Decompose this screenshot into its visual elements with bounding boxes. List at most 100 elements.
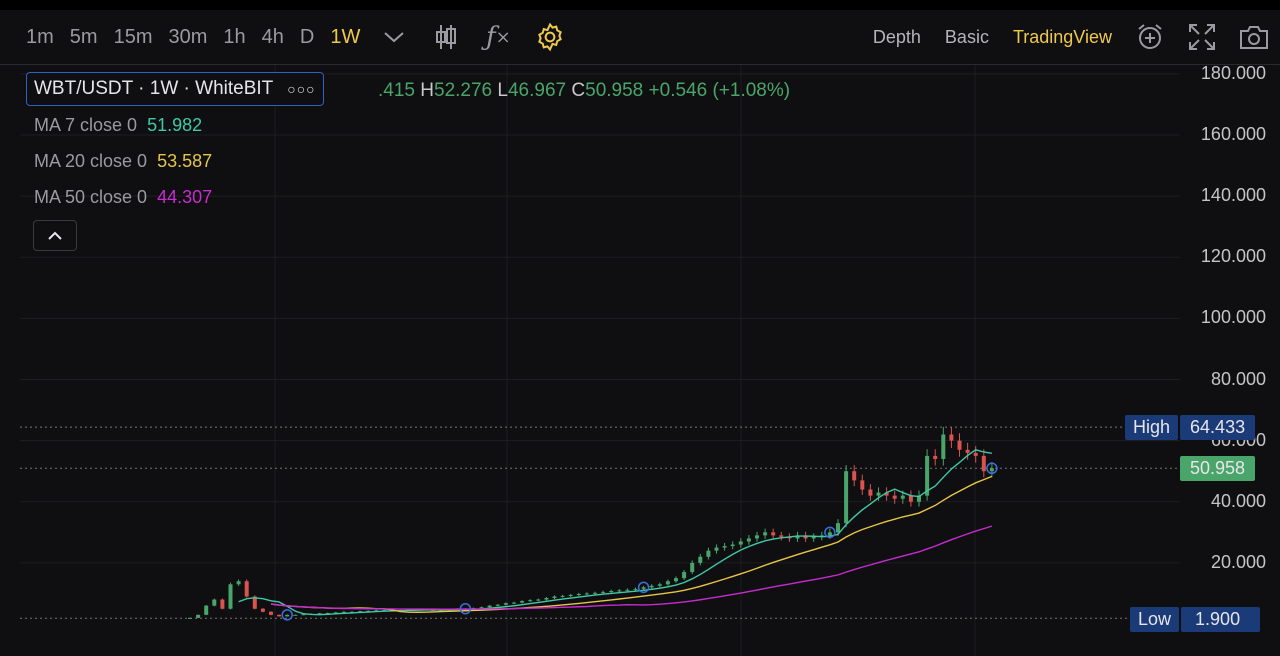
candle	[803, 535, 808, 539]
candle	[844, 471, 849, 524]
timeframe-1m[interactable]: 1m	[26, 25, 54, 48]
collapse-legend-button[interactable]	[33, 220, 77, 251]
candle	[552, 596, 557, 599]
ma7-legend[interactable]: MA 7 close 0 51.982	[34, 115, 202, 136]
candle	[495, 604, 500, 606]
gear-icon[interactable]	[530, 17, 570, 57]
ma-line-7	[238, 449, 993, 616]
candle	[876, 492, 881, 496]
candle	[341, 611, 346, 613]
candle	[649, 585, 654, 588]
timeframe-30m[interactable]: 30m	[168, 25, 208, 48]
chevron-up-icon	[48, 231, 62, 240]
candle	[917, 495, 921, 502]
candle	[220, 599, 225, 609]
fullscreen-icon[interactable]	[1182, 17, 1222, 57]
candle	[925, 455, 930, 496]
timeframe-1w[interactable]: 1W	[330, 25, 361, 48]
toolbar: 1m 5m 15m 30m 1h 4h D 1W ƒ × Depth Basic …	[0, 10, 1280, 65]
price-axis-label: 140.000	[1200, 185, 1266, 206]
candle	[852, 471, 857, 481]
candle	[512, 602, 516, 604]
candle	[325, 612, 330, 614]
candle	[285, 614, 290, 617]
candle	[536, 599, 541, 601]
candle	[520, 601, 525, 603]
timeframe-5m[interactable]: 5m	[69, 25, 98, 48]
view-basic[interactable]: Basic	[944, 26, 989, 47]
candle	[779, 535, 784, 537]
candle	[730, 544, 735, 547]
timeframe-4h[interactable]: 4h	[261, 25, 284, 48]
chevron-down-icon[interactable]	[374, 17, 414, 57]
event-marker	[281, 609, 293, 621]
indicators-fx-icon[interactable]: ƒ ×	[486, 22, 511, 52]
high-value: 52.276	[434, 80, 493, 101]
candle	[755, 535, 759, 539]
candle	[771, 532, 776, 536]
candle	[204, 605, 209, 615]
candle	[746, 538, 751, 542]
candle	[933, 455, 938, 459]
symbol-title[interactable]: WBT/USDT · 1W · WhiteBIT ○○○	[26, 72, 324, 106]
candle	[892, 495, 897, 499]
candle	[487, 605, 492, 608]
price-axis-label: 160.000	[1200, 124, 1266, 145]
candle	[503, 603, 508, 605]
candle	[228, 584, 233, 609]
alarm-icon[interactable]	[1130, 17, 1170, 57]
candle	[714, 547, 719, 551]
candle	[317, 613, 322, 615]
low-marker: Low 1.900	[1130, 607, 1261, 632]
candle	[593, 592, 597, 594]
candle	[722, 546, 727, 548]
ma20-value: 53.587	[157, 151, 213, 171]
ohlc-readout: .415 H52.276 L46.967 C50.958 +0.546 (+1.…	[378, 80, 790, 102]
candle	[787, 536, 792, 539]
ma-line-50	[270, 525, 993, 610]
timeframe-1h[interactable]: 1h	[223, 25, 246, 48]
candle	[827, 532, 832, 536]
open-value: .415	[378, 80, 415, 101]
ma20-legend[interactable]: MA 20 close 0 53.587	[34, 151, 212, 172]
camera-icon[interactable]	[1234, 17, 1274, 57]
candle	[860, 480, 865, 490]
ma50-label: MA 50 close 0	[34, 187, 148, 207]
price-chart[interactable]	[0, 65, 1280, 656]
price-axis-label: 120.000	[1200, 246, 1266, 267]
candle	[584, 593, 589, 595]
candle	[763, 532, 768, 536]
candle	[576, 594, 581, 596]
price-axis-label: 20.000	[1210, 551, 1266, 572]
high-marker-value: 64.433	[1180, 415, 1256, 440]
candle	[738, 541, 743, 545]
candle	[989, 468, 994, 472]
view-tradingview[interactable]: TradingView	[1012, 26, 1112, 47]
low-value: 46.967	[507, 80, 567, 101]
candle	[706, 550, 711, 557]
timeframe-d[interactable]: D	[299, 25, 315, 48]
ma7-value: 51.982	[147, 115, 203, 135]
candle	[269, 611, 273, 615]
candle	[260, 608, 265, 612]
candle	[544, 598, 549, 600]
candle	[836, 523, 840, 533]
candle	[641, 587, 646, 589]
candle	[698, 556, 703, 563]
ma50-legend[interactable]: MA 50 close 0 44.307	[34, 187, 212, 208]
event-marker	[637, 581, 650, 594]
view-depth[interactable]: Depth	[872, 26, 921, 47]
event-marker	[824, 526, 836, 539]
last-price-value: 50.958	[1180, 456, 1256, 481]
candle	[382, 609, 387, 611]
timeframe-15m[interactable]: 15m	[113, 25, 153, 48]
last-price-marker: 50.958	[1180, 456, 1256, 481]
more-options-icon[interactable]: ○○○	[287, 81, 316, 97]
candle	[949, 434, 954, 441]
ma7-label: MA 7 close 0	[34, 115, 138, 135]
candle	[277, 614, 282, 617]
candlestick-icon[interactable]	[426, 17, 466, 57]
symbol-label: WBT/USDT · 1W · WhiteBIT	[34, 78, 274, 99]
price-axis-label: 180.000	[1200, 62, 1266, 83]
candle	[868, 489, 873, 496]
